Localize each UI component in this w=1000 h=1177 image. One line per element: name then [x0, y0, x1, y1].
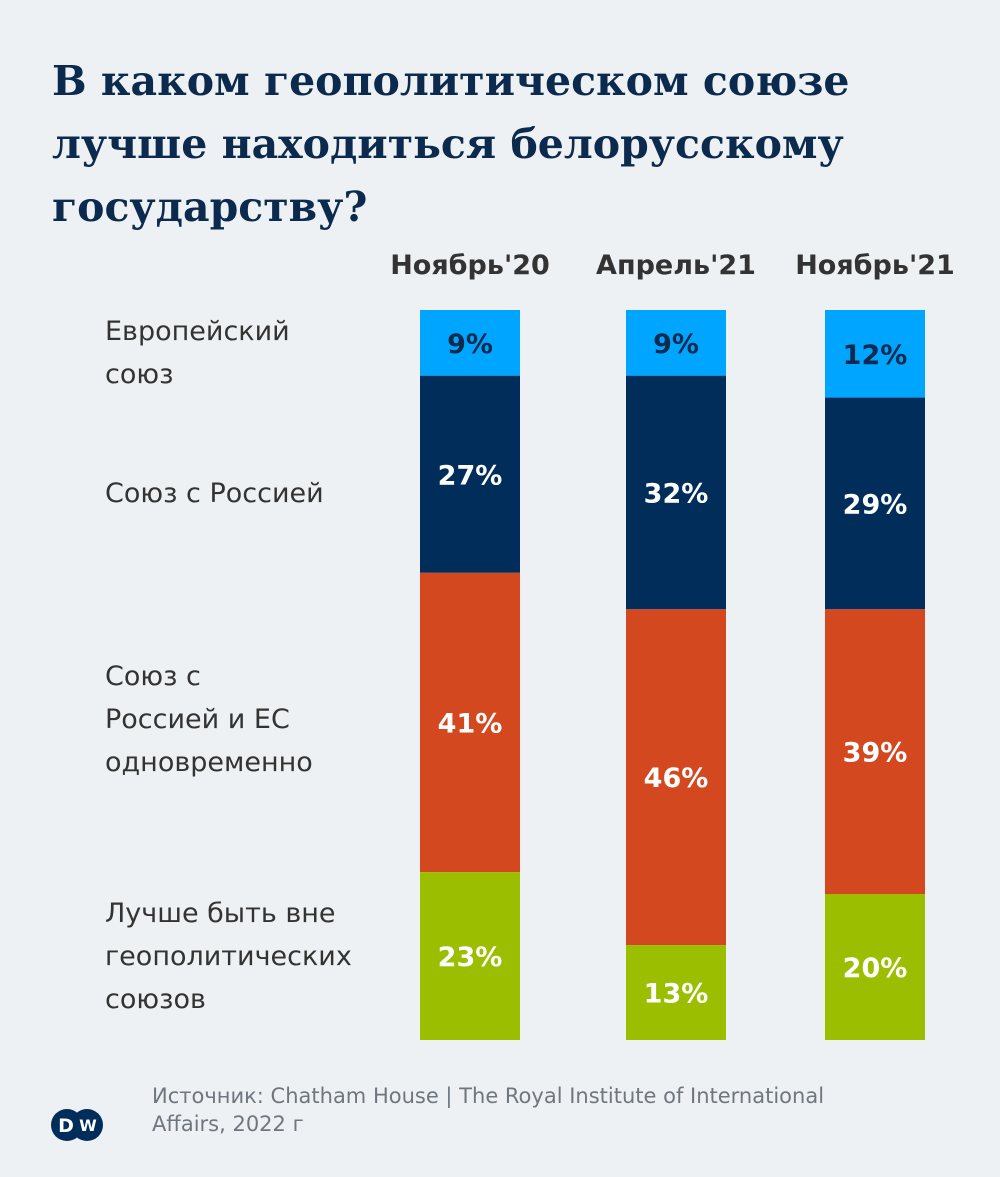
legend-line: союзов [105, 984, 206, 1015]
data-label: 9% [447, 329, 493, 360]
data-label: 13% [644, 979, 709, 1010]
bar-segment [825, 397, 925, 610]
legend-line: Союз с Россией [105, 478, 324, 509]
data-label: 46% [644, 763, 709, 794]
legend-line: союз [105, 359, 174, 390]
bar-segment [420, 572, 520, 873]
bar-segment [420, 375, 520, 573]
data-label: 12% [843, 340, 908, 371]
data-label: 23% [438, 942, 503, 973]
legend-label-none: Лучше быть вне геополитических союзов [105, 892, 405, 1021]
legend-line: Лучше быть вне [105, 898, 336, 929]
source-note: Источник: Chatham House | The Royal Inst… [152, 1082, 912, 1138]
legend-line: одновременно [105, 747, 313, 778]
legend-line: Союз с [105, 661, 201, 692]
source-line: Affairs, 2022 г [152, 1112, 304, 1136]
chart-title: В каком геополитическом союзе лучше нахо… [52, 57, 850, 231]
svg-text:D: D [58, 1115, 74, 1137]
data-label: 32% [644, 479, 709, 510]
data-label: 9% [653, 329, 699, 360]
column-header: Апрель'21 [596, 250, 756, 281]
bar-segment [420, 872, 520, 1040]
column-header: Ноябрь'20 [390, 250, 550, 281]
bar-segment [825, 609, 925, 894]
data-label: 29% [843, 489, 908, 520]
bar-segment [825, 894, 925, 1040]
legend-line: геополитических [105, 941, 352, 972]
data-label: 27% [438, 460, 503, 491]
bar-segment [626, 375, 726, 610]
bar-segment [626, 609, 726, 946]
column-header: Ноябрь'21 [795, 250, 955, 281]
legend-line: Россией и ЕС [105, 704, 290, 735]
svg-text:W: W [79, 1116, 97, 1135]
bar-segment [420, 310, 520, 376]
legend-label-both: Союз с Россией и ЕС одновременно [105, 655, 405, 784]
data-label: 41% [438, 708, 503, 739]
legend-label-russia: Союз с Россией [105, 472, 405, 515]
data-label: 20% [843, 953, 908, 984]
dw-logo: D W [51, 1109, 103, 1141]
bar-segment [825, 310, 925, 398]
bar-segment [626, 310, 726, 376]
source-line: Источник: Chatham House | The Royal Inst… [152, 1084, 825, 1108]
legend-line: Европейский [105, 316, 290, 347]
bar-segment [626, 945, 726, 1040]
legend-label-eu: Европейский союз [105, 310, 405, 396]
data-label: 39% [843, 738, 908, 769]
